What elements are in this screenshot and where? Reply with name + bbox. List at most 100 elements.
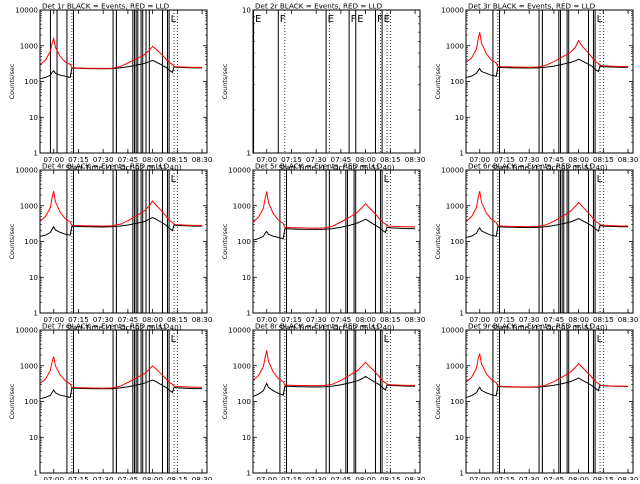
series-line-events: [466, 377, 629, 398]
x-tick-label: 08:15: [593, 475, 614, 480]
panel-title: Det 4r BLACK = Events, RED = LLD: [42, 162, 170, 171]
x-tick-label: 07:00: [43, 155, 64, 164]
flag-label: F: [351, 14, 357, 25]
y-tick-label: 10000: [15, 166, 38, 175]
plot-frame: [465, 9, 634, 154]
x-tick-label: 07:15: [281, 475, 302, 480]
x-tick-label: 07:45: [118, 155, 139, 164]
y-tick-label: 100: [237, 397, 251, 406]
x-tick-label: 07:30: [519, 155, 540, 164]
x-tick-label: 07:00: [256, 155, 277, 164]
x-tick-label: 07:15: [281, 155, 302, 164]
flag-label: E: [328, 14, 334, 25]
panel-title: Det 9r BLACK = Events, RED = LLD: [468, 322, 596, 331]
flag-label: L: [171, 14, 177, 25]
y-axis-label: Counts/sec: [221, 383, 229, 419]
x-tick-label: 07:30: [306, 475, 327, 480]
y-axis-label: Counts/sec: [8, 223, 16, 259]
x-tick-label: 07:00: [469, 475, 490, 480]
x-tick-label: 07:45: [331, 155, 352, 164]
y-tick-label: 10: [29, 273, 39, 282]
flag-label: L: [384, 334, 390, 345]
y-tick-label: 1000: [20, 201, 39, 210]
flag-label: E: [384, 14, 390, 25]
plot-frame: [465, 169, 634, 314]
panel-title: Det 7r BLACK = Events, RED = LLD: [42, 322, 170, 331]
panel-title: Det 3r BLACK = Events, RED = LLD: [468, 2, 596, 11]
x-tick-label: 08:00: [355, 315, 376, 324]
y-tick-label: 1000: [20, 361, 39, 370]
x-tick-label: 08:00: [568, 315, 589, 324]
y-tick-label: 10000: [441, 326, 464, 335]
y-tick-label: 10000: [228, 166, 251, 175]
x-tick-label: 08:15: [167, 315, 188, 324]
x-tick-label: 08:00: [355, 155, 376, 164]
x-tick-label: 07:45: [118, 315, 139, 324]
x-tick-label: 08:30: [405, 155, 426, 164]
y-tick-label: 1000: [446, 361, 465, 370]
y-tick-label: 100: [24, 77, 38, 86]
x-tick-label: 07:45: [544, 315, 565, 324]
x-tick-label: 08:30: [192, 475, 213, 480]
flag-label: L: [597, 174, 603, 185]
flag-label: F: [280, 14, 286, 25]
y-tick-label: 100: [450, 77, 464, 86]
y-tick-label: 10: [242, 433, 252, 442]
x-tick-label: 08:30: [192, 155, 213, 164]
x-tick-label: 07:15: [68, 155, 89, 164]
y-axis-label: Counts/sec: [8, 63, 16, 99]
series-line-events: [253, 218, 416, 241]
flag-label: L: [597, 14, 603, 25]
plot-frame: [465, 329, 634, 474]
x-tick-label: 08:15: [167, 475, 188, 480]
y-tick-label: 10000: [15, 6, 38, 15]
plot-frame: [39, 329, 208, 474]
series-line-events: [40, 379, 203, 400]
flag-label: E: [357, 14, 363, 25]
y-tick-label: 1000: [446, 41, 465, 50]
panel-title: Det 6r BLACK = Events, RED = LLD: [468, 162, 596, 171]
y-tick-label: 10000: [15, 326, 38, 335]
x-axis-label: Start Time (11-Oct-02 06:51:40): [492, 323, 608, 332]
y-tick-label: 1: [459, 309, 464, 318]
x-tick-label: 07:00: [43, 475, 64, 480]
x-tick-label: 07:30: [306, 155, 327, 164]
x-tick-label: 07:15: [494, 315, 515, 324]
y-tick-label: 10000: [441, 166, 464, 175]
series-line-events: [253, 375, 416, 397]
x-tick-label: 07:15: [281, 315, 302, 324]
panel-title: Det 1r BLACK = Events, RED = LLD: [42, 2, 170, 11]
panel-title: Det 8r BLACK = Events, RED = LLD: [255, 322, 383, 331]
y-tick-label: 10000: [441, 6, 464, 15]
series-line-events: [40, 216, 203, 237]
x-axis-label: Start Time (11-Oct-02 06:51:40): [279, 163, 395, 172]
y-tick-label: 10: [29, 433, 39, 442]
x-tick-label: 07:15: [68, 475, 89, 480]
y-axis-label: Counts/sec: [434, 383, 442, 419]
x-tick-label: 08:15: [593, 315, 614, 324]
flag-label: L: [171, 334, 177, 345]
x-tick-label: 08:00: [568, 155, 589, 164]
y-axis-label: Counts/sec: [8, 383, 16, 419]
series-line-lld: [40, 190, 203, 227]
series-line-lld: [466, 32, 629, 68]
flag-label: L: [171, 174, 177, 185]
x-tick-label: 07:15: [68, 315, 89, 324]
x-axis-label: Start Time (11-Oct-02 06:51:40): [279, 323, 395, 332]
y-tick-label: 1000: [446, 201, 465, 210]
x-tick-label: 08:30: [192, 315, 213, 324]
y-tick-label: 1: [33, 149, 38, 158]
plot-frame: [39, 169, 208, 314]
y-axis-label: Counts/sec: [434, 63, 442, 99]
y-tick-label: 1: [459, 149, 464, 158]
y-tick-label: 100: [237, 237, 251, 246]
y-axis-label: Counts/sec: [434, 223, 442, 259]
y-tick-label: 100: [24, 397, 38, 406]
x-tick-label: 07:00: [256, 315, 277, 324]
x-tick-label: 07:15: [494, 475, 515, 480]
